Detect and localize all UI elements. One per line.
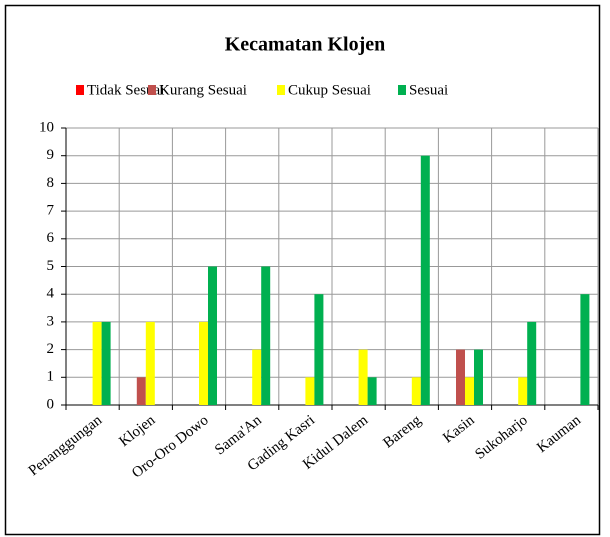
chart-frame xyxy=(4,4,601,536)
bar xyxy=(358,349,368,405)
bar xyxy=(305,377,315,405)
legend-label: Sesuai xyxy=(409,82,448,98)
bar xyxy=(367,377,377,405)
y-tick-label: 3 xyxy=(47,313,55,329)
bar xyxy=(252,349,262,405)
y-tick-label: 6 xyxy=(47,230,55,246)
bar xyxy=(527,321,537,405)
bar xyxy=(208,266,217,405)
bar xyxy=(420,155,430,405)
bar xyxy=(474,349,483,405)
legend-swatch xyxy=(76,85,84,95)
chart-title: Kecamatan Klojen xyxy=(225,34,386,56)
legend-label: Kurang Sesuai xyxy=(159,82,247,98)
legend-label: Tidak Sesuai xyxy=(87,82,164,98)
bar xyxy=(518,377,528,405)
bar xyxy=(261,266,271,405)
bar xyxy=(411,377,421,405)
y-tick-label: 2 xyxy=(47,341,55,357)
y-tick-label: 10 xyxy=(39,119,54,135)
y-tick-label: 4 xyxy=(47,286,55,302)
bar xyxy=(145,321,155,405)
bar xyxy=(456,349,465,405)
bar xyxy=(580,294,590,405)
bar xyxy=(465,377,474,405)
legend-label: Cukup Sesuai xyxy=(288,82,371,98)
legend-swatch xyxy=(398,85,406,95)
bar xyxy=(314,294,324,405)
y-tick-label: 0 xyxy=(47,396,55,412)
bar xyxy=(199,321,208,405)
legend-swatch xyxy=(277,85,285,95)
y-tick-label: 9 xyxy=(47,147,55,163)
y-tick-label: 5 xyxy=(47,258,55,274)
y-tick-label: 8 xyxy=(47,175,55,191)
bar xyxy=(92,321,102,405)
bar xyxy=(136,377,146,405)
bar xyxy=(101,321,111,405)
y-tick-label: 7 xyxy=(47,203,55,219)
legend-swatch xyxy=(148,85,156,95)
y-tick-label: 1 xyxy=(47,369,55,385)
